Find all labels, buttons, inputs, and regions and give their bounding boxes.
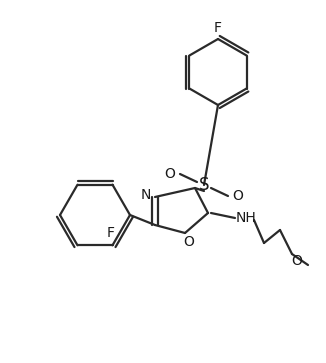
Text: O: O xyxy=(165,167,175,181)
Text: F: F xyxy=(214,21,222,35)
Text: F: F xyxy=(107,226,114,240)
Text: S: S xyxy=(199,176,209,194)
Text: O: O xyxy=(184,235,194,249)
Text: N: N xyxy=(141,188,151,202)
Text: O: O xyxy=(291,254,303,268)
Text: O: O xyxy=(232,189,244,203)
Text: NH: NH xyxy=(236,211,257,225)
